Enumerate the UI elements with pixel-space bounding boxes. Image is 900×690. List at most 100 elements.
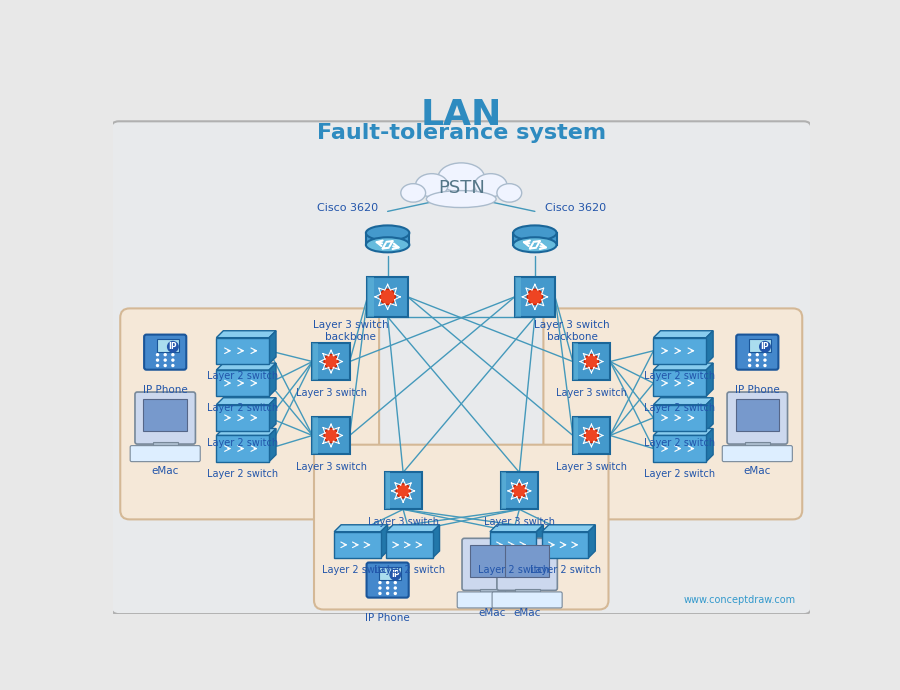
FancyBboxPatch shape xyxy=(312,343,318,380)
Circle shape xyxy=(386,581,390,584)
Circle shape xyxy=(763,364,767,367)
Text: Layer 2 switch: Layer 2 switch xyxy=(478,565,549,575)
FancyBboxPatch shape xyxy=(653,337,706,364)
Text: Fault-tolerance system: Fault-tolerance system xyxy=(317,123,606,143)
FancyBboxPatch shape xyxy=(216,404,269,431)
Text: Layer 2 switch: Layer 2 switch xyxy=(207,469,278,479)
FancyBboxPatch shape xyxy=(490,532,536,558)
Polygon shape xyxy=(653,363,713,370)
Text: Layer 3 switch: Layer 3 switch xyxy=(367,517,438,527)
FancyBboxPatch shape xyxy=(384,473,390,509)
Circle shape xyxy=(393,581,397,584)
FancyBboxPatch shape xyxy=(727,392,788,444)
Circle shape xyxy=(378,592,382,595)
Circle shape xyxy=(759,341,771,353)
Ellipse shape xyxy=(513,237,556,253)
Text: Layer 3 switch: Layer 3 switch xyxy=(556,388,627,397)
FancyBboxPatch shape xyxy=(573,417,610,454)
Text: eMac: eMac xyxy=(479,608,506,618)
Text: eMac: eMac xyxy=(151,466,179,476)
Polygon shape xyxy=(653,331,713,337)
FancyBboxPatch shape xyxy=(384,473,422,509)
Text: Layer 2 switch: Layer 2 switch xyxy=(644,371,716,381)
Polygon shape xyxy=(653,397,713,404)
FancyBboxPatch shape xyxy=(653,404,706,431)
Ellipse shape xyxy=(474,174,507,197)
FancyBboxPatch shape xyxy=(653,370,706,396)
FancyBboxPatch shape xyxy=(544,308,802,520)
Circle shape xyxy=(584,428,598,442)
FancyBboxPatch shape xyxy=(744,442,770,447)
Ellipse shape xyxy=(416,174,448,197)
Polygon shape xyxy=(433,525,439,558)
Text: Layer 2 switch: Layer 2 switch xyxy=(322,565,393,575)
FancyBboxPatch shape xyxy=(515,277,521,317)
Text: Layer 3 switch: Layer 3 switch xyxy=(295,462,366,472)
Circle shape xyxy=(748,358,752,362)
FancyBboxPatch shape xyxy=(500,473,538,509)
FancyBboxPatch shape xyxy=(723,446,792,462)
Text: Cisco 3620: Cisco 3620 xyxy=(544,204,606,213)
FancyBboxPatch shape xyxy=(111,121,812,614)
FancyBboxPatch shape xyxy=(573,343,610,380)
Circle shape xyxy=(584,355,598,368)
Ellipse shape xyxy=(438,163,484,192)
Circle shape xyxy=(393,592,397,595)
Circle shape xyxy=(171,364,175,367)
FancyBboxPatch shape xyxy=(515,589,540,593)
Circle shape xyxy=(386,586,390,590)
Circle shape xyxy=(386,592,390,595)
Text: Layer 2 switch: Layer 2 switch xyxy=(207,403,278,413)
FancyBboxPatch shape xyxy=(153,442,178,447)
Text: eMac: eMac xyxy=(743,466,771,476)
Ellipse shape xyxy=(366,237,410,253)
Text: PSTN: PSTN xyxy=(437,179,485,197)
FancyBboxPatch shape xyxy=(334,532,381,558)
FancyBboxPatch shape xyxy=(500,473,507,509)
Circle shape xyxy=(171,358,175,362)
Polygon shape xyxy=(536,525,544,558)
FancyBboxPatch shape xyxy=(497,538,557,591)
Circle shape xyxy=(396,484,410,498)
Circle shape xyxy=(378,586,382,590)
Text: IP: IP xyxy=(168,342,177,351)
Ellipse shape xyxy=(427,190,496,208)
Text: IP Phone: IP Phone xyxy=(735,384,779,395)
FancyBboxPatch shape xyxy=(471,545,514,578)
FancyBboxPatch shape xyxy=(506,545,549,578)
Text: Layer 3 switch
backbone: Layer 3 switch backbone xyxy=(312,320,388,342)
FancyBboxPatch shape xyxy=(366,562,409,598)
FancyBboxPatch shape xyxy=(573,417,579,454)
FancyBboxPatch shape xyxy=(515,277,555,317)
Ellipse shape xyxy=(497,184,522,202)
Text: Layer 2 switch: Layer 2 switch xyxy=(207,437,278,448)
Circle shape xyxy=(324,428,338,442)
FancyBboxPatch shape xyxy=(312,417,349,454)
Circle shape xyxy=(378,581,382,584)
Polygon shape xyxy=(269,428,276,462)
Polygon shape xyxy=(386,525,439,532)
Circle shape xyxy=(390,569,401,580)
Text: Layer 2 switch: Layer 2 switch xyxy=(644,437,716,448)
FancyBboxPatch shape xyxy=(736,335,778,370)
Polygon shape xyxy=(269,397,276,431)
Text: www.conceptdraw.com: www.conceptdraw.com xyxy=(684,595,796,605)
FancyBboxPatch shape xyxy=(367,277,408,317)
Text: Layer 2 switch: Layer 2 switch xyxy=(644,469,716,479)
FancyBboxPatch shape xyxy=(480,589,505,593)
Text: Layer 3 switch: Layer 3 switch xyxy=(295,388,366,397)
Circle shape xyxy=(763,353,767,356)
FancyBboxPatch shape xyxy=(143,399,187,431)
Polygon shape xyxy=(653,428,713,435)
FancyBboxPatch shape xyxy=(216,337,269,364)
Polygon shape xyxy=(513,233,556,245)
FancyBboxPatch shape xyxy=(462,538,523,591)
Polygon shape xyxy=(706,331,713,364)
Text: IP Phone: IP Phone xyxy=(365,613,410,622)
Text: IP Phone: IP Phone xyxy=(143,384,187,395)
Text: Cisco 3620: Cisco 3620 xyxy=(317,204,378,213)
FancyBboxPatch shape xyxy=(312,343,349,380)
Polygon shape xyxy=(589,525,595,558)
Polygon shape xyxy=(216,363,276,370)
Text: Layer 2 switch: Layer 2 switch xyxy=(207,371,278,381)
